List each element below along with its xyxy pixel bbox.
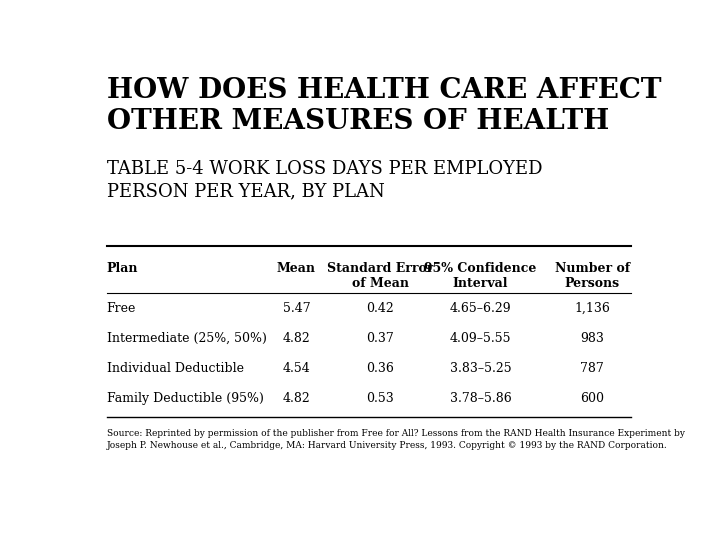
- Text: 4.54: 4.54: [282, 362, 310, 375]
- Text: 95% Confidence
Interval: 95% Confidence Interval: [424, 262, 537, 291]
- Text: 0.53: 0.53: [366, 392, 394, 404]
- Text: 0.37: 0.37: [366, 332, 394, 345]
- Text: 5.47: 5.47: [283, 302, 310, 315]
- Text: Family Deductible (95%): Family Deductible (95%): [107, 392, 264, 404]
- Text: Individual Deductible: Individual Deductible: [107, 362, 244, 375]
- Text: Plan: Plan: [107, 262, 138, 275]
- Text: 787: 787: [580, 362, 604, 375]
- Text: 4.09–5.55: 4.09–5.55: [450, 332, 511, 345]
- Text: 600: 600: [580, 392, 604, 404]
- Text: 0.36: 0.36: [366, 362, 394, 375]
- Text: Free: Free: [107, 302, 136, 315]
- Text: HOW DOES HEALTH CARE AFFECT
OTHER MEASURES OF HEALTH: HOW DOES HEALTH CARE AFFECT OTHER MEASUR…: [107, 77, 661, 136]
- Text: Intermediate (25%, 50%): Intermediate (25%, 50%): [107, 332, 266, 345]
- Text: 4.82: 4.82: [282, 332, 310, 345]
- Text: Standard Error
of Mean: Standard Error of Mean: [327, 262, 433, 291]
- Text: 3.83–5.25: 3.83–5.25: [450, 362, 511, 375]
- Text: 0.42: 0.42: [366, 302, 394, 315]
- Text: 4.65–6.29: 4.65–6.29: [450, 302, 511, 315]
- Text: 3.78–5.86: 3.78–5.86: [450, 392, 511, 404]
- Text: Source: Reprinted by permission of the publisher from Free for All? Lessons from: Source: Reprinted by permission of the p…: [107, 429, 685, 450]
- Text: 1,136: 1,136: [575, 302, 610, 315]
- Text: 983: 983: [580, 332, 604, 345]
- Text: 4.82: 4.82: [282, 392, 310, 404]
- Text: Number of
Persons: Number of Persons: [554, 262, 630, 291]
- Text: Mean: Mean: [277, 262, 316, 275]
- Text: TABLE 5-4 WORK LOSS DAYS PER EMPLOYED
PERSON PER YEAR, BY PLAN: TABLE 5-4 WORK LOSS DAYS PER EMPLOYED PE…: [107, 160, 542, 201]
